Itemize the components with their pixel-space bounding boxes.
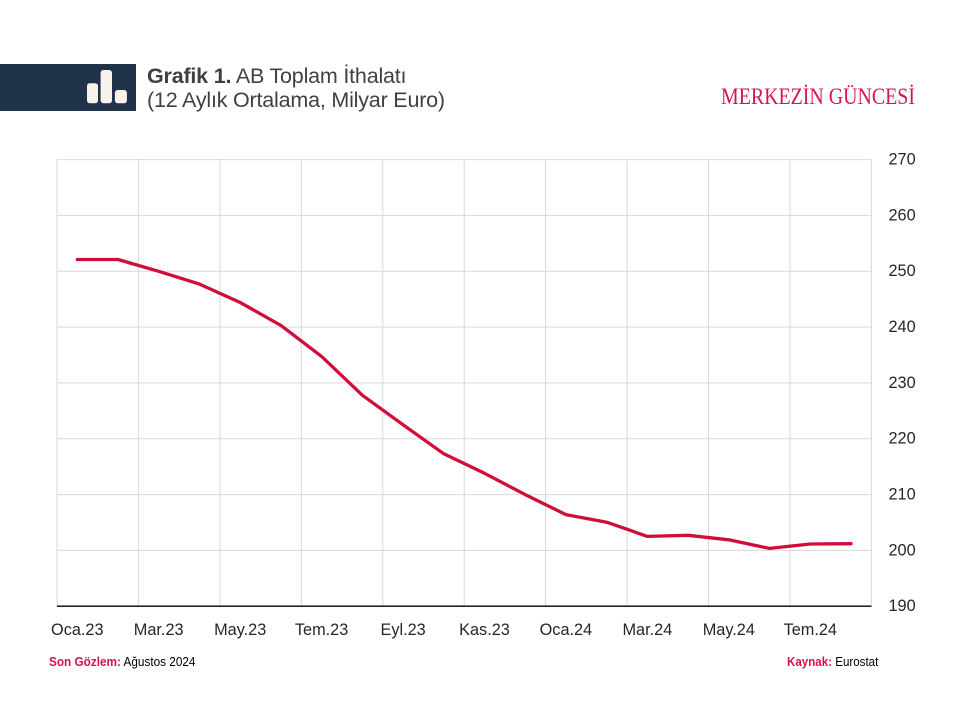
- svg-text:240: 240: [889, 318, 916, 336]
- svg-text:Tem.23: Tem.23: [295, 621, 348, 639]
- svg-text:220: 220: [889, 430, 916, 448]
- svg-text:270: 270: [889, 151, 916, 169]
- svg-text:May.24: May.24: [703, 621, 755, 639]
- svg-text:210: 210: [889, 486, 916, 504]
- svg-text:Oca.24: Oca.24: [540, 621, 593, 639]
- svg-text:May.23: May.23: [214, 621, 266, 639]
- svg-text:Oca.23: Oca.23: [51, 621, 104, 639]
- svg-text:190: 190: [889, 597, 916, 615]
- svg-text:260: 260: [889, 206, 916, 224]
- svg-text:Kas.23: Kas.23: [459, 621, 510, 639]
- svg-text:250: 250: [889, 262, 916, 280]
- svg-text:Tem.24: Tem.24: [784, 621, 837, 639]
- svg-text:230: 230: [889, 374, 916, 392]
- svg-text:Mar.23: Mar.23: [134, 621, 184, 639]
- svg-text:200: 200: [889, 541, 916, 559]
- svg-text:Eyl.23: Eyl.23: [380, 621, 425, 639]
- svg-text:Mar.24: Mar.24: [623, 621, 673, 639]
